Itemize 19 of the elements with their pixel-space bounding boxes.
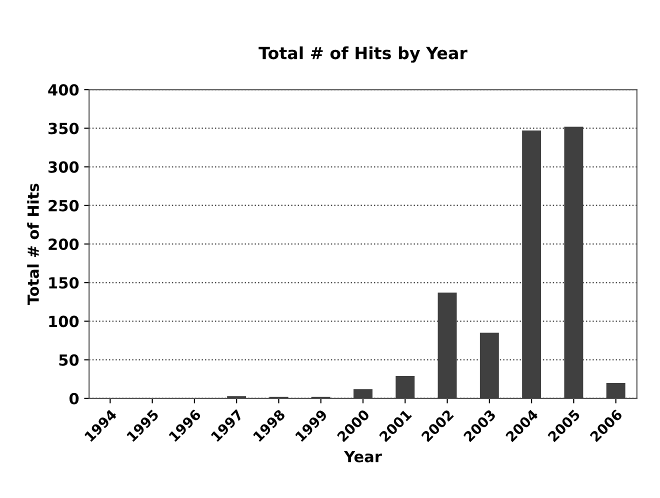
y-tick-label: 300 [48, 161, 79, 173]
bar [564, 126, 584, 398]
bar [522, 130, 542, 398]
y-tick-label: 250 [48, 200, 79, 212]
x-axis-title: Year [344, 450, 382, 462]
y-axis-title: Total # of Hits [27, 184, 39, 305]
bar [396, 376, 415, 398]
y-tick-label: 50 [59, 354, 79, 366]
y-tick-label: 0 [69, 392, 79, 404]
y-tick-label: 150 [49, 277, 79, 289]
y-tick-label: 100 [49, 316, 79, 328]
y-tick-label: 350 [48, 122, 79, 134]
bar [354, 389, 372, 398]
chart-title: Total # of Hits by Year [258, 46, 468, 63]
y-tick-label: 200 [48, 238, 79, 250]
y-tick-label: 400 [48, 84, 79, 96]
bar [606, 382, 626, 398]
bar [438, 292, 457, 398]
bar [480, 332, 499, 398]
